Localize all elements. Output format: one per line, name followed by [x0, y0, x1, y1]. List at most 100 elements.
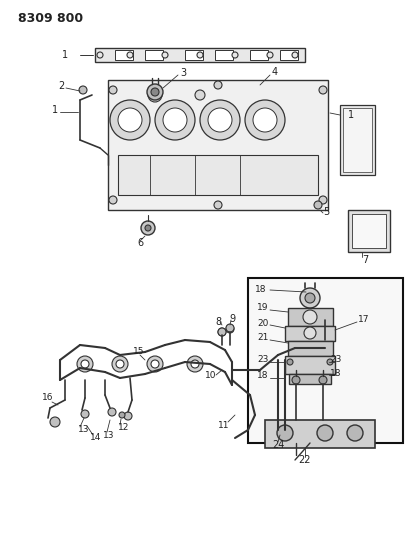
Circle shape [108, 408, 116, 416]
Circle shape [141, 221, 155, 235]
Bar [287, 341, 332, 356]
Bar [264, 420, 374, 448]
Circle shape [218, 328, 225, 336]
Circle shape [112, 356, 128, 372]
Circle shape [109, 196, 117, 204]
Circle shape [231, 52, 237, 58]
Circle shape [303, 327, 315, 339]
Circle shape [50, 417, 60, 427]
Circle shape [213, 81, 221, 89]
Circle shape [124, 412, 132, 420]
Circle shape [252, 108, 276, 132]
Circle shape [147, 84, 163, 100]
Text: 15: 15 [133, 348, 144, 357]
Text: 1: 1 [62, 50, 68, 60]
Circle shape [81, 410, 89, 418]
Bar [108, 80, 327, 210]
Circle shape [207, 108, 231, 132]
Text: 11: 11 [218, 421, 229, 430]
Circle shape [326, 359, 332, 365]
Circle shape [318, 86, 326, 94]
Text: 3: 3 [180, 68, 186, 78]
Circle shape [225, 324, 234, 332]
Bar [342, 108, 371, 172]
Text: 18: 18 [329, 368, 341, 377]
Bar [284, 326, 334, 341]
Circle shape [291, 52, 297, 58]
Text: 22: 22 [298, 455, 310, 465]
Circle shape [187, 356, 202, 372]
Circle shape [316, 425, 332, 441]
Circle shape [151, 88, 159, 96]
Circle shape [191, 360, 198, 368]
Text: 14: 14 [90, 433, 101, 442]
Circle shape [346, 425, 362, 441]
Circle shape [147, 356, 163, 372]
Text: 2: 2 [58, 81, 64, 91]
Text: 24: 24 [271, 440, 283, 450]
Bar [249, 50, 267, 60]
Circle shape [116, 360, 124, 368]
Circle shape [148, 88, 162, 102]
Text: 5: 5 [322, 207, 328, 217]
Circle shape [266, 52, 272, 58]
Circle shape [163, 108, 187, 132]
Circle shape [200, 100, 239, 140]
Circle shape [299, 288, 319, 308]
Circle shape [97, 52, 103, 58]
Circle shape [145, 225, 151, 231]
Text: 8309 800: 8309 800 [18, 12, 83, 25]
Circle shape [118, 108, 142, 132]
Circle shape [155, 100, 195, 140]
Circle shape [318, 376, 326, 384]
Text: 4: 4 [271, 67, 277, 77]
Text: 18: 18 [254, 286, 266, 295]
Circle shape [151, 360, 159, 368]
Text: 1: 1 [347, 110, 353, 120]
Text: 13: 13 [103, 431, 114, 440]
Bar [279, 50, 297, 60]
Bar [351, 214, 385, 248]
Circle shape [110, 100, 150, 140]
Text: 13: 13 [78, 425, 89, 434]
Bar [115, 50, 133, 60]
Circle shape [81, 360, 89, 368]
Bar [284, 356, 334, 374]
Circle shape [245, 100, 284, 140]
Text: 12: 12 [118, 424, 129, 432]
Circle shape [196, 52, 202, 58]
Text: 9: 9 [228, 314, 234, 324]
Circle shape [286, 359, 292, 365]
Text: 7: 7 [361, 255, 367, 265]
Text: 20: 20 [256, 319, 268, 327]
Bar [288, 374, 330, 384]
Bar [339, 105, 374, 175]
Circle shape [119, 412, 125, 418]
Circle shape [213, 201, 221, 209]
Text: 10: 10 [204, 370, 216, 379]
Text: 16: 16 [42, 393, 53, 402]
Text: 21: 21 [256, 334, 268, 343]
Text: 1: 1 [52, 105, 58, 115]
Text: 23: 23 [329, 356, 341, 365]
Text: 18: 18 [256, 370, 268, 379]
Text: 6: 6 [137, 238, 143, 248]
Circle shape [302, 310, 316, 324]
Bar [95, 48, 304, 62]
Circle shape [313, 201, 321, 209]
Bar [214, 50, 232, 60]
Bar [347, 210, 389, 252]
Bar [287, 308, 332, 326]
Circle shape [127, 52, 133, 58]
Circle shape [109, 86, 117, 94]
Circle shape [304, 293, 314, 303]
Circle shape [162, 52, 168, 58]
Circle shape [77, 356, 93, 372]
Text: 19: 19 [256, 303, 268, 312]
Bar [118, 155, 317, 195]
Text: 23: 23 [256, 356, 268, 365]
Text: 8: 8 [214, 317, 220, 327]
Circle shape [291, 376, 299, 384]
Circle shape [79, 86, 87, 94]
Circle shape [218, 328, 225, 336]
